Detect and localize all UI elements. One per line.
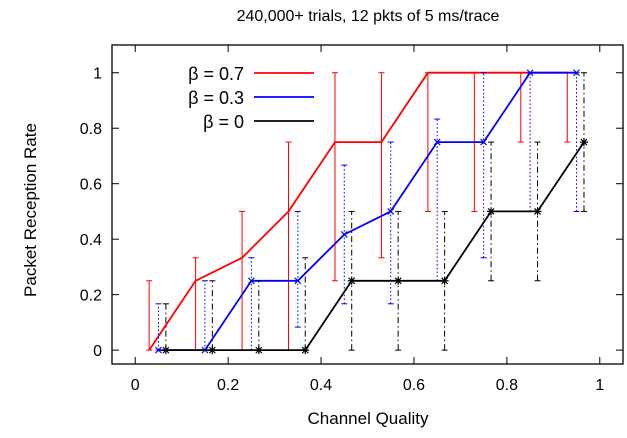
legend-label: β = 0.7	[188, 64, 244, 84]
x-tick-label: 0	[131, 377, 140, 394]
y-tick-label: 0	[93, 343, 102, 360]
x-tick-label: 0.8	[496, 377, 518, 394]
y-tick-label: 0.8	[80, 121, 102, 138]
y-tick-label: 0.4	[80, 232, 102, 249]
data-point	[526, 69, 534, 77]
data-point	[387, 208, 395, 215]
data-point	[155, 346, 162, 354]
data-point	[433, 138, 441, 146]
legend-label: β = 0	[203, 112, 244, 132]
series-2	[161, 72, 588, 355]
legend-label: β = 0.3	[188, 88, 244, 108]
series-line	[158, 71, 577, 352]
plot-frame	[111, 44, 624, 365]
x-axis-label: Channel Quality	[308, 409, 429, 428]
data-point	[340, 231, 348, 238]
y-tick-label: 0.6	[80, 177, 102, 194]
data-point	[294, 277, 302, 285]
x-tick-label: 1	[595, 377, 604, 394]
x-tick-label: 0.6	[403, 377, 425, 394]
x-tick-label: 0.4	[310, 377, 332, 394]
series-line	[148, 71, 568, 351]
series-layer	[146, 69, 588, 355]
data-point	[247, 277, 255, 285]
y-tick-label: 1	[93, 66, 102, 83]
data-point	[480, 138, 488, 146]
series-1	[155, 69, 580, 354]
data-point	[573, 69, 580, 77]
y-tick-label: 0.2	[80, 288, 102, 305]
series-line	[165, 141, 585, 352]
chart-title: 240,000+ trials, 12 pkts of 5 ms/trace	[237, 8, 500, 25]
legend: β = 0.7 β = 0.3 β = 0	[188, 64, 314, 132]
y-axis-label: Packet Reception Rate	[21, 123, 40, 297]
series-0	[146, 71, 571, 351]
axis-ticks: 0 0.2 0.4 0.6 0.8 1 0 0.2 0.4 0.6 0.8 1	[80, 45, 623, 394]
x-tick-label: 0.2	[217, 377, 239, 394]
